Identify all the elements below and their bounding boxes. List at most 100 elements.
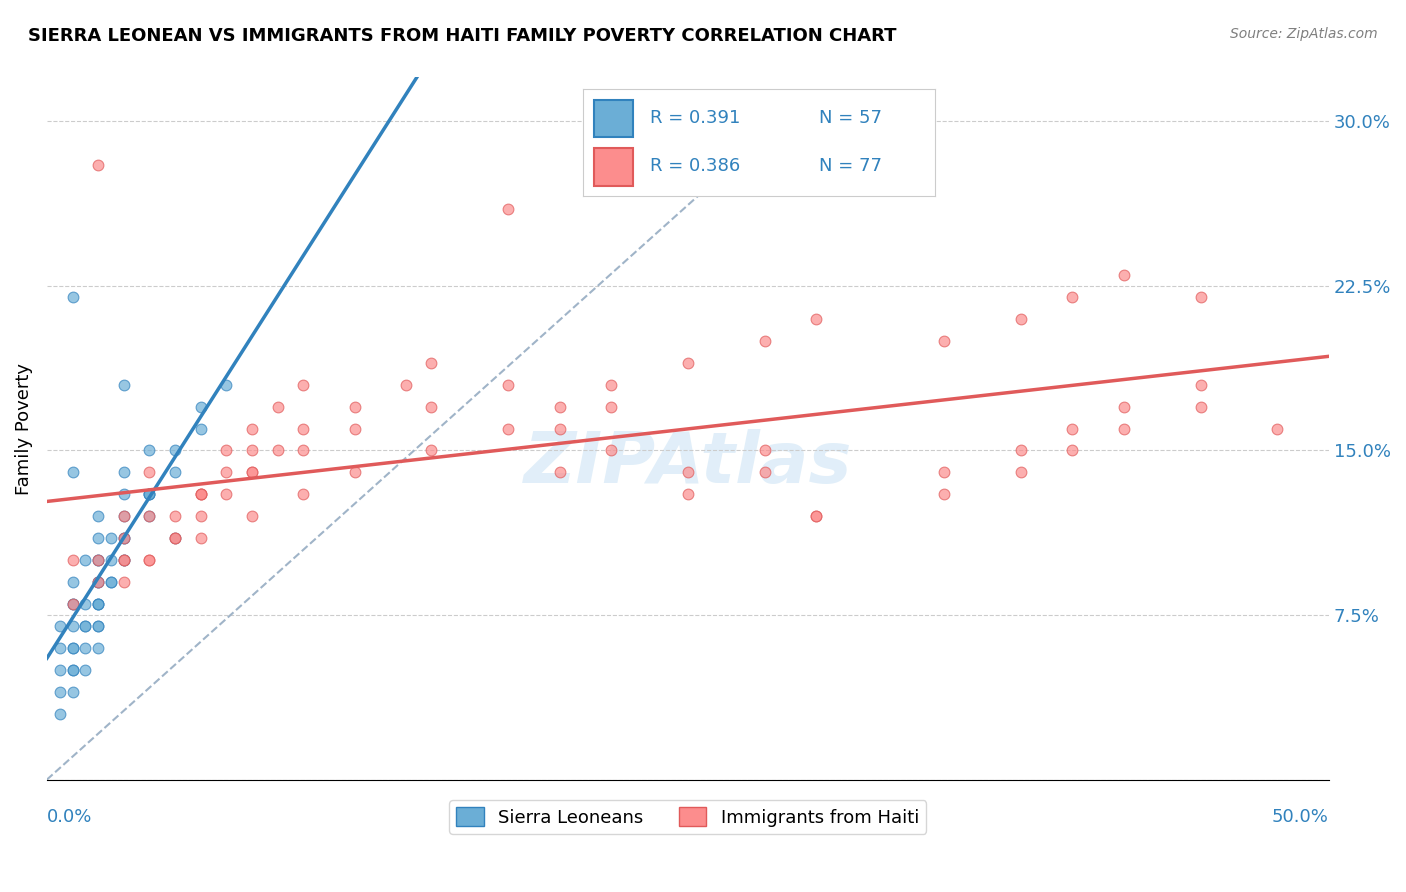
Point xyxy=(395,377,418,392)
Point xyxy=(62,640,84,655)
Point xyxy=(190,487,212,501)
Point xyxy=(138,487,160,501)
Point xyxy=(190,400,212,414)
Point xyxy=(1010,466,1032,480)
Point xyxy=(62,685,84,699)
Point xyxy=(138,509,160,524)
FancyBboxPatch shape xyxy=(593,100,633,137)
Point xyxy=(48,640,70,655)
Point xyxy=(676,466,699,480)
Point xyxy=(112,531,135,545)
Point xyxy=(48,685,70,699)
Point xyxy=(138,509,160,524)
Point xyxy=(112,509,135,524)
Point xyxy=(100,575,122,590)
Point xyxy=(754,466,776,480)
Point xyxy=(266,443,288,458)
Point xyxy=(48,619,70,633)
Point xyxy=(498,202,520,216)
Point xyxy=(292,443,315,458)
Point xyxy=(62,575,84,590)
Point xyxy=(112,377,135,392)
Point xyxy=(112,553,135,567)
Point xyxy=(48,663,70,677)
Point xyxy=(1112,268,1135,282)
Point xyxy=(87,597,110,611)
Point xyxy=(165,531,187,545)
Point xyxy=(87,597,110,611)
Point xyxy=(754,334,776,348)
Point xyxy=(420,443,443,458)
Point xyxy=(548,421,571,435)
Point xyxy=(87,158,110,172)
Point xyxy=(240,509,263,524)
Point xyxy=(138,487,160,501)
Point xyxy=(138,487,160,501)
Point xyxy=(112,509,135,524)
Point xyxy=(1267,421,1289,435)
Point xyxy=(420,400,443,414)
Point xyxy=(934,487,956,501)
Point xyxy=(138,553,160,567)
Point xyxy=(343,421,366,435)
Y-axis label: Family Poverty: Family Poverty xyxy=(15,362,32,494)
Point xyxy=(87,553,110,567)
Point xyxy=(190,531,212,545)
Point xyxy=(1062,443,1084,458)
Point xyxy=(548,400,571,414)
Point xyxy=(240,466,263,480)
Point xyxy=(112,575,135,590)
Point xyxy=(62,290,84,304)
Point xyxy=(112,553,135,567)
Point xyxy=(1189,400,1212,414)
Point xyxy=(165,509,187,524)
Point xyxy=(165,443,187,458)
Point xyxy=(1062,290,1084,304)
Point xyxy=(215,466,238,480)
Point xyxy=(87,531,110,545)
Point xyxy=(498,421,520,435)
Point xyxy=(165,531,187,545)
Point xyxy=(112,466,135,480)
Legend: Sierra Leoneans, Immigrants from Haiti: Sierra Leoneans, Immigrants from Haiti xyxy=(449,800,927,834)
Point xyxy=(190,487,212,501)
Point xyxy=(100,531,122,545)
Point xyxy=(165,531,187,545)
Point xyxy=(87,640,110,655)
Point xyxy=(112,553,135,567)
Point xyxy=(804,509,827,524)
Point xyxy=(934,466,956,480)
Point xyxy=(165,466,187,480)
Point xyxy=(1010,443,1032,458)
Text: SIERRA LEONEAN VS IMMIGRANTS FROM HAITI FAMILY POVERTY CORRELATION CHART: SIERRA LEONEAN VS IMMIGRANTS FROM HAITI … xyxy=(28,27,897,45)
Point xyxy=(100,553,122,567)
Point xyxy=(754,443,776,458)
Point xyxy=(48,706,70,721)
Point xyxy=(138,553,160,567)
Point xyxy=(292,377,315,392)
Point xyxy=(87,575,110,590)
Point xyxy=(112,531,135,545)
Point xyxy=(87,575,110,590)
Point xyxy=(1112,421,1135,435)
Point xyxy=(75,553,97,567)
Point xyxy=(240,421,263,435)
Text: 0.0%: 0.0% xyxy=(46,807,93,826)
Point xyxy=(75,640,97,655)
Point xyxy=(62,663,84,677)
Point xyxy=(266,400,288,414)
Point xyxy=(215,377,238,392)
Point xyxy=(1189,377,1212,392)
Point xyxy=(548,466,571,480)
Point xyxy=(1010,311,1032,326)
Text: 50.0%: 50.0% xyxy=(1272,807,1329,826)
Point xyxy=(600,377,623,392)
Point xyxy=(62,597,84,611)
Text: Source: ZipAtlas.com: Source: ZipAtlas.com xyxy=(1230,27,1378,41)
Point xyxy=(75,597,97,611)
Point xyxy=(215,443,238,458)
Point xyxy=(676,356,699,370)
Point xyxy=(138,443,160,458)
Point xyxy=(112,487,135,501)
Point xyxy=(87,553,110,567)
